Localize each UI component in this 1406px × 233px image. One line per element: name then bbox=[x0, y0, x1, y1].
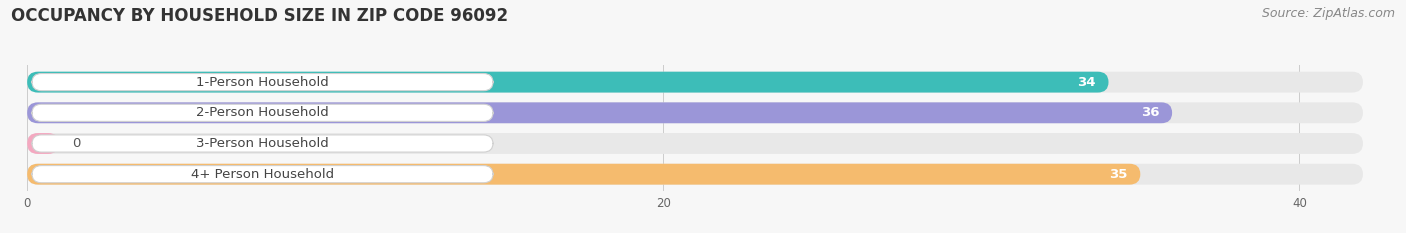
FancyBboxPatch shape bbox=[27, 164, 1140, 185]
Text: 36: 36 bbox=[1140, 106, 1160, 119]
FancyBboxPatch shape bbox=[32, 74, 494, 91]
FancyBboxPatch shape bbox=[27, 133, 1362, 154]
FancyBboxPatch shape bbox=[27, 102, 1173, 123]
Text: 3-Person Household: 3-Person Household bbox=[195, 137, 329, 150]
Text: Source: ZipAtlas.com: Source: ZipAtlas.com bbox=[1261, 7, 1395, 20]
FancyBboxPatch shape bbox=[27, 72, 1108, 93]
Text: 4+ Person Household: 4+ Person Household bbox=[191, 168, 335, 181]
FancyBboxPatch shape bbox=[32, 104, 494, 121]
Text: 34: 34 bbox=[1077, 76, 1095, 89]
Text: 35: 35 bbox=[1109, 168, 1128, 181]
Text: 1-Person Household: 1-Person Household bbox=[195, 76, 329, 89]
FancyBboxPatch shape bbox=[27, 133, 59, 154]
FancyBboxPatch shape bbox=[32, 135, 494, 152]
FancyBboxPatch shape bbox=[27, 102, 1362, 123]
Text: OCCUPANCY BY HOUSEHOLD SIZE IN ZIP CODE 96092: OCCUPANCY BY HOUSEHOLD SIZE IN ZIP CODE … bbox=[11, 7, 509, 25]
FancyBboxPatch shape bbox=[27, 72, 1362, 93]
Text: 0: 0 bbox=[72, 137, 80, 150]
Text: 2-Person Household: 2-Person Household bbox=[195, 106, 329, 119]
FancyBboxPatch shape bbox=[32, 166, 494, 183]
FancyBboxPatch shape bbox=[27, 164, 1362, 185]
